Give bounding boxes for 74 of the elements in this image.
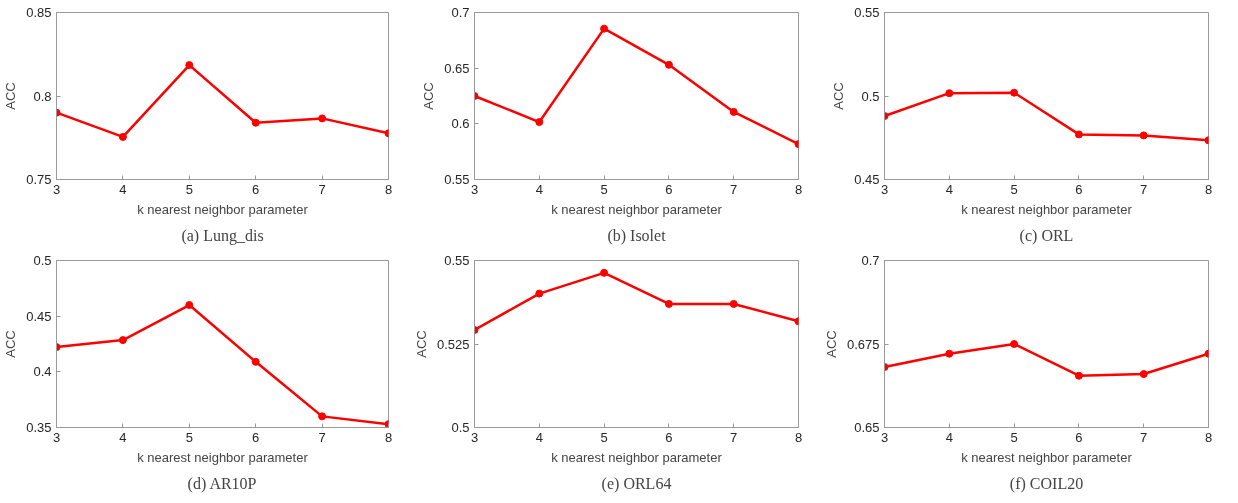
x-tick-label: 3 — [880, 181, 889, 197]
x-tick-label: 4 — [119, 181, 127, 197]
x-tick-label: 7 — [730, 181, 738, 197]
y-tick-label: 0.85 — [26, 5, 52, 20]
y-tick-label: 0.6 — [451, 116, 470, 132]
y-tick-label: 0.5 — [33, 253, 52, 268]
x-tick-label: 6 — [1075, 429, 1083, 445]
x-tick-label: 4 — [119, 429, 127, 445]
y-tick-label: 0.8 — [33, 88, 52, 104]
y-axis-title: ACC — [3, 82, 19, 110]
text: (d) AR10P — [187, 474, 257, 493]
text: (e) ORL64 — [601, 474, 672, 493]
x-tick-label: 4 — [945, 181, 953, 197]
x-tick-label: 4 — [535, 181, 543, 197]
text: (c) ORL — [1019, 226, 1074, 245]
x-tick-label: 8 — [384, 181, 393, 197]
x-tick-label: 7 — [1140, 429, 1148, 445]
text: (f) COIL20 — [1009, 474, 1084, 493]
x-axis-title: k nearest neighbor parameter — [137, 449, 309, 465]
y-tick-label: 0.65 — [854, 420, 880, 435]
x-tick-label: 8 — [1204, 429, 1213, 445]
x-axis-title: k nearest neighbor parameter — [551, 449, 723, 465]
x-tick-label: 6 — [252, 429, 260, 445]
x-tick-label: 6 — [1075, 181, 1083, 197]
y-tick-label: 0.4 — [33, 364, 52, 380]
x-tick-label: 4 — [945, 429, 953, 445]
x-tick-label: 7 — [1140, 181, 1148, 197]
x-tick-label: 8 — [384, 429, 393, 445]
x-axis-title: k nearest neighbor parameter — [961, 201, 1133, 217]
y-axis-title: ACC — [413, 330, 429, 358]
text: (b) Isolet — [607, 226, 667, 245]
x-tick-label: 7 — [318, 181, 326, 197]
x-tick-label: 5 — [185, 429, 193, 445]
y-tick-label: 0.675 — [846, 336, 880, 352]
y-axis-title: ACC — [831, 82, 847, 110]
x-tick-label: 5 — [1010, 181, 1018, 197]
x-tick-label: 3 — [470, 429, 479, 445]
x-axis-title: k nearest neighbor parameter — [551, 201, 723, 217]
y-tick-label: 0.7 — [451, 5, 470, 20]
x-tick-label: 7 — [730, 429, 738, 445]
x-tick-label: 3 — [52, 181, 61, 197]
x-tick-label: 3 — [880, 429, 889, 445]
y-tick-label: 0.45 — [854, 172, 880, 187]
x-axis-title: k nearest neighbor parameter — [961, 449, 1133, 465]
x-tick-label: 6 — [665, 181, 673, 197]
y-axis-title: ACC — [823, 330, 839, 358]
y-tick-label: 0.5 — [861, 88, 880, 104]
y-tick-label: 0.7 — [861, 253, 880, 268]
y-tick-label: 0.55 — [444, 172, 470, 187]
x-axis-title: k nearest neighbor parameter — [137, 201, 309, 217]
y-tick-label: 0.35 — [26, 420, 52, 435]
y-tick-label: 0.75 — [26, 172, 52, 187]
x-tick-label: 5 — [185, 181, 193, 197]
x-tick-label: 5 — [1010, 429, 1018, 445]
x-tick-label: 6 — [665, 429, 673, 445]
y-tick-label: 0.55 — [854, 5, 880, 20]
text: (a) Lung_dis — [181, 226, 264, 245]
y-axis-title: ACC — [421, 82, 437, 110]
y-tick-label: 0.525 — [436, 336, 470, 352]
y-tick-label: 0.65 — [444, 60, 470, 76]
x-tick-label: 8 — [1204, 181, 1213, 197]
x-tick-label: 3 — [52, 429, 61, 445]
x-tick-label: 6 — [252, 181, 260, 197]
x-tick-label: 7 — [318, 429, 326, 445]
x-tick-label: 4 — [535, 429, 543, 445]
y-tick-label: 0.5 — [451, 420, 470, 435]
x-tick-label: 8 — [794, 429, 803, 445]
x-tick-label: 8 — [794, 181, 803, 197]
x-tick-label: 3 — [470, 181, 479, 197]
x-tick-label: 5 — [600, 181, 608, 197]
y-axis-title: ACC — [3, 330, 19, 358]
y-tick-label: 0.45 — [26, 308, 52, 324]
y-tick-label: 0.55 — [444, 253, 470, 268]
x-tick-label: 5 — [600, 429, 608, 445]
